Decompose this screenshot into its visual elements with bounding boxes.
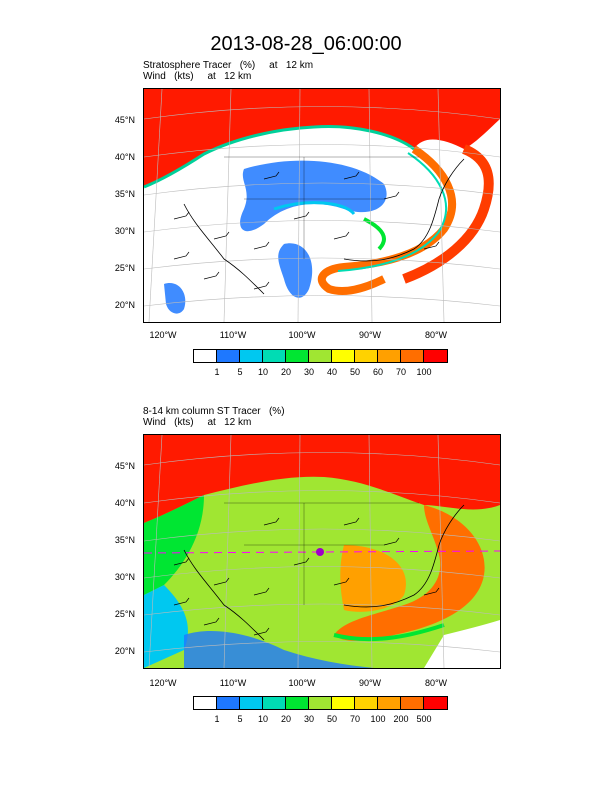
- colorbar-tick-label: 20: [280, 367, 291, 377]
- colorbar-tick-label: 20: [280, 714, 291, 724]
- panel2-lon-label: 110°W: [219, 678, 247, 688]
- colorbar-swatch: [286, 697, 309, 709]
- panel2-coastline: [183, 504, 465, 641]
- colorbar-tick-label: 1: [214, 714, 220, 724]
- panel1-filament: [317, 145, 457, 295]
- colorbar-swatch: [378, 697, 401, 709]
- panel1-coastline: [183, 158, 465, 295]
- colorbar-swatch: [378, 350, 401, 362]
- colorbar-tick-label: 70: [349, 714, 360, 724]
- panel2-graticule: [144, 435, 500, 668]
- panel2-map-svg: [144, 435, 500, 668]
- panel1-tracer-edge: [144, 124, 415, 189]
- colorbar-tick-label: 60: [372, 367, 383, 377]
- colorbar-swatch: [286, 350, 309, 362]
- panel2-lat-label: 45°N: [114, 461, 135, 471]
- colorbar-swatch: [217, 697, 240, 709]
- panel1-wind-barbs: [173, 171, 440, 290]
- panel1-low-tracer-blob: [240, 160, 387, 232]
- panel2-lat-label: 40°N: [114, 498, 135, 508]
- colorbar-tick-label: 10: [257, 367, 268, 377]
- panel2-high-tracer-region: [144, 435, 500, 523]
- panel1-colorbar: [193, 349, 448, 363]
- panel2-lat-label: 35°N: [114, 535, 135, 545]
- colorbar-swatch: [424, 350, 447, 362]
- panel1-lon-label: 120°W: [149, 330, 177, 340]
- panel1-graticule: [144, 89, 500, 322]
- colorbar-swatch: [332, 350, 355, 362]
- main-title: 2013-08-28_06:00:00: [210, 33, 402, 55]
- colorbar-swatch: [309, 697, 332, 709]
- colorbar-tick-label: 5: [237, 714, 243, 724]
- panel2-lat-label: 25°N: [114, 609, 135, 619]
- panel2-band: [334, 505, 485, 641]
- panel2-lon-label: 80°W: [424, 678, 448, 688]
- colorbar-tick-label: 30: [303, 714, 314, 724]
- colorbar-swatch: [194, 350, 217, 362]
- colorbar-tick-label: 1: [214, 367, 220, 377]
- colorbar-swatch: [263, 350, 286, 362]
- colorbar-tick-label: 50: [326, 714, 337, 724]
- colorbar-tick-label: 100: [370, 714, 386, 724]
- panel1-lat-label: 25°N: [114, 263, 135, 273]
- panel2-cross-section-line: [144, 550, 500, 554]
- colorbar-swatch: [263, 697, 286, 709]
- colorbar-swatch: [240, 697, 263, 709]
- panel2-location-marker: [316, 548, 324, 556]
- colorbar-tick-label: 500: [416, 714, 432, 724]
- panel1-high-tracer-region: [144, 89, 500, 187]
- panel2-lon-label: 90°W: [358, 678, 382, 688]
- colorbar-tick-label: 100: [416, 367, 432, 377]
- colorbar-tick-label: 5: [237, 367, 243, 377]
- colorbar-swatch: [194, 697, 217, 709]
- panel1-subtitle-line1: Stratosphere Tracer (%) at 12 km: [143, 60, 314, 71]
- panel1-lat-label: 45°N: [114, 115, 135, 125]
- panel2-colorbar: [193, 696, 448, 710]
- panel2-low-tracer-region: [424, 620, 500, 668]
- colorbar-swatch: [355, 350, 378, 362]
- panel2-map: [143, 434, 501, 669]
- panel1-map: [143, 88, 501, 323]
- panel1-lat-label: 35°N: [114, 189, 135, 199]
- panel1-lat-label: 30°N: [114, 226, 135, 236]
- panel2-lat-label: 30°N: [114, 572, 135, 582]
- panel1-lon-label: 100°W: [288, 330, 316, 340]
- panel1-filament-east: [402, 144, 494, 284]
- panel1-lat-label: 20°N: [114, 300, 135, 310]
- colorbar-swatch: [424, 697, 447, 709]
- panel2-wind-barbs: [173, 517, 440, 636]
- colorbar-tick-label: 70: [395, 367, 406, 377]
- panel1-subtitle-line2: Wind (kts) at 12 km: [143, 71, 252, 82]
- colorbar-swatch: [332, 697, 355, 709]
- panel2-lat-label: 20°N: [114, 646, 135, 656]
- panel1-lat-label: 40°N: [114, 152, 135, 162]
- colorbar-swatch: [401, 697, 424, 709]
- colorbar-tick-label: 30: [303, 367, 314, 377]
- panel1-lon-label: 90°W: [358, 330, 382, 340]
- panel2-lon-label: 100°W: [288, 678, 316, 688]
- colorbar-swatch: [355, 697, 378, 709]
- panel2-subtitle-line2: Wind (kts) at 12 km: [143, 417, 252, 428]
- colorbar-swatch: [217, 350, 240, 362]
- colorbar-tick-label: 200: [393, 714, 409, 724]
- colorbar-swatch: [401, 350, 424, 362]
- colorbar-swatch: [240, 350, 263, 362]
- colorbar-tick-label: 50: [349, 367, 360, 377]
- panel1-map-svg: [144, 89, 500, 322]
- colorbar-tick-label: 40: [326, 367, 337, 377]
- panel1-lon-label: 110°W: [219, 330, 247, 340]
- colorbar-swatch: [309, 350, 332, 362]
- panel2-lon-label: 120°W: [149, 678, 177, 688]
- panel2-subtitle-line1: 8-14 km column ST Tracer (%): [143, 406, 285, 417]
- colorbar-tick-label: 10: [257, 714, 268, 724]
- panel1-lon-label: 80°W: [424, 330, 448, 340]
